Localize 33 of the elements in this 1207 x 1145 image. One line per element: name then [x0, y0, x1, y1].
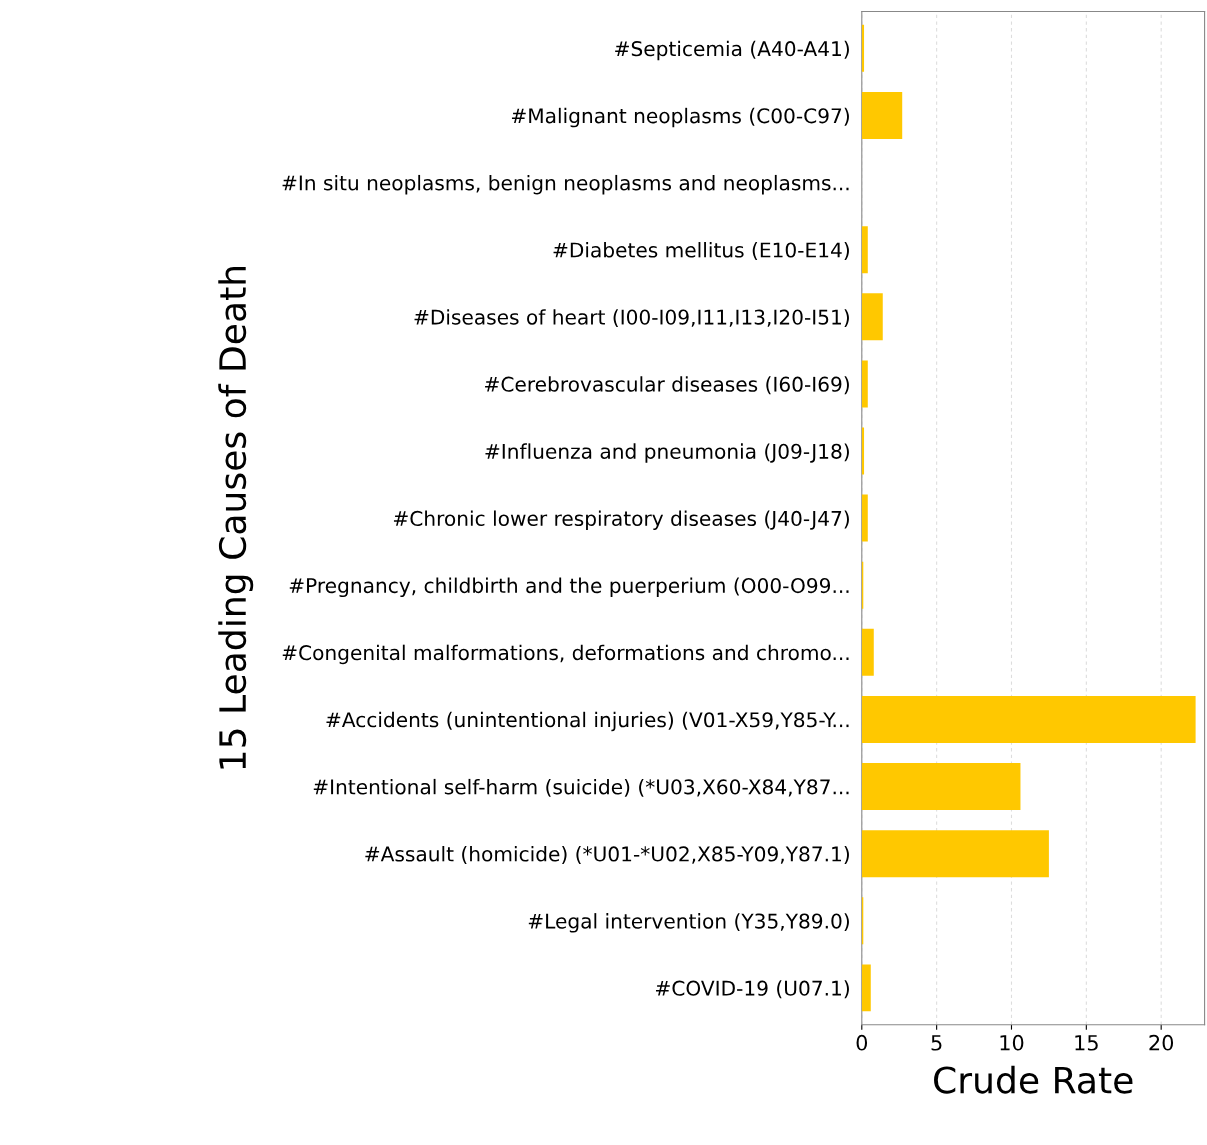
bar	[861, 226, 868, 274]
bar	[861, 91, 903, 139]
y-tick-label: #Intentional self-harm (suicide) (*U03,X60-X84,Y87...	[313, 778, 849, 797]
y-axis-title: 15 Leading Causes of Death	[218, 266, 254, 769]
y-tick-label: #Cerebrovascular diseases (I60-I69)	[485, 376, 849, 395]
x-tick-label: 5	[931, 1035, 942, 1051]
y-tick-label: #Septicemia (A40-A41)	[615, 40, 849, 61]
y-tick-label: #Legal intervention (Y35,Y89.0)	[528, 913, 849, 933]
x-tick-label: 15	[1075, 1035, 1098, 1051]
x-tick-label: 10	[1000, 1034, 1024, 1051]
y-tick-label: #Diseases of heart (I00-I09,I11,I13,I20-I51)	[414, 309, 849, 328]
x-tick-label: 0	[856, 1034, 868, 1051]
y-tick-label: #COVID-19 (U07.1)	[655, 980, 849, 999]
y-tick-label: #Influenza and pneumonia (J09-J18)	[485, 443, 849, 463]
x-tick-label: 20	[1149, 1034, 1174, 1051]
y-tick-label: #Diabetes mellitus (E10-E14)	[553, 242, 849, 260]
bar	[861, 830, 1049, 878]
y-tick-label: #Assault (homicide) (*U01-*U02,X85-Y09,Y87.1)	[365, 846, 849, 864]
bar	[861, 24, 865, 72]
bar	[861, 628, 874, 676]
bar	[861, 763, 1021, 811]
bar	[861, 293, 883, 341]
y-tick-label: #Malignant neoplasms (C00-C97)	[511, 107, 849, 128]
y-tick-label: #Congenital malformations, deformations and chromo...	[282, 644, 849, 665]
y-tick-label: #Chronic lower respiratory diseases (J40-J47)	[393, 510, 849, 530]
y-tick-label: #In situ neoplasms, benign neoplasms and neoplasms...	[282, 174, 849, 195]
y-tick-label: #Pregnancy, childbirth and the puerperium (O00-O99...	[289, 577, 849, 598]
bar	[861, 494, 868, 542]
y-tick-label: #Accidents (unintentional injuries) (V01-X59,Y85-Y...	[326, 711, 849, 732]
bar	[861, 360, 868, 408]
bar	[861, 964, 871, 1012]
bar	[861, 695, 1196, 743]
x-axis-title: Crude Rate	[934, 1065, 1133, 1094]
